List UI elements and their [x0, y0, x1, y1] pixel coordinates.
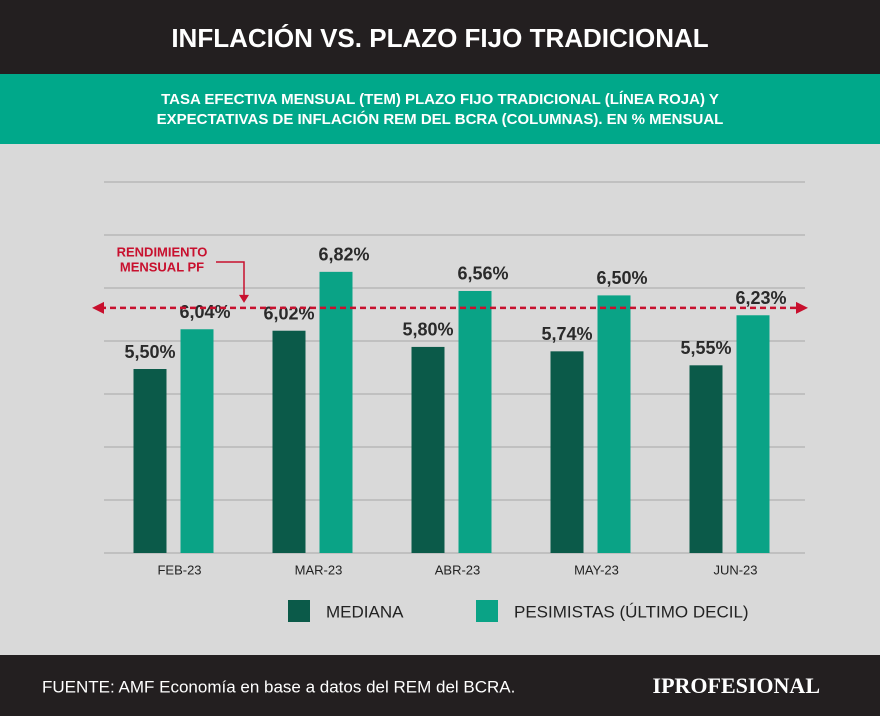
brand-logo: IPROFESIONAL — [653, 673, 820, 698]
chart-subtitle: EXPECTATIVAS DE INFLACIÓN REM DEL BCRA (… — [157, 110, 724, 128]
x-tick-label: MAR-23 — [295, 562, 343, 577]
value-label: 6,56% — [457, 264, 508, 284]
annotation: RENDIMIENTO — [117, 244, 208, 259]
value-label: 6,50% — [596, 268, 647, 288]
legend-label: MEDIANA — [326, 602, 404, 621]
x-tick-label: FEB-23 — [157, 562, 201, 577]
bar — [597, 295, 631, 553]
bar — [272, 330, 306, 553]
value-label: 6,82% — [318, 245, 369, 265]
legend-swatch — [476, 600, 498, 622]
bar — [180, 329, 214, 553]
annotation: MENSUAL PF — [120, 259, 204, 274]
bar — [550, 351, 584, 553]
x-tick-label: ABR-23 — [435, 562, 481, 577]
value-label: 5,55% — [680, 338, 731, 358]
x-tick-label: MAY-23 — [574, 562, 619, 577]
bar — [689, 365, 723, 553]
chart-title: INFLACIÓN VS. PLAZO FIJO TRADICIONAL — [171, 23, 708, 53]
x-tick-label: JUN-23 — [713, 562, 757, 577]
chart-subtitle: TASA EFECTIVA MENSUAL (TEM) PLAZO FIJO T… — [161, 91, 719, 108]
value-label: 6,04% — [179, 302, 230, 322]
legend-label: PESIMISTAS (ÚLTIMO DECIL) — [514, 602, 749, 621]
legend-swatch — [288, 600, 310, 622]
bar — [133, 369, 167, 553]
value-label: 6,02% — [263, 303, 314, 323]
value-label: 5,50% — [124, 342, 175, 362]
arrow-head — [796, 301, 808, 314]
value-label: 5,74% — [541, 324, 592, 344]
source-note: FUENTE: AMF Economía en base a datos del… — [42, 677, 515, 696]
value-label: 5,80% — [402, 320, 453, 340]
bar — [319, 271, 353, 553]
bar — [411, 346, 445, 553]
arrow-head — [92, 301, 104, 314]
footer-band — [0, 655, 880, 716]
subtitle-band — [0, 74, 880, 144]
bar — [736, 315, 770, 553]
header-band — [0, 0, 880, 74]
grid — [104, 181, 805, 554]
bar — [458, 290, 492, 553]
value-label: 6,23% — [735, 288, 786, 308]
annotation-arrow-head — [239, 294, 249, 303]
annotation-arrow — [216, 261, 245, 296]
